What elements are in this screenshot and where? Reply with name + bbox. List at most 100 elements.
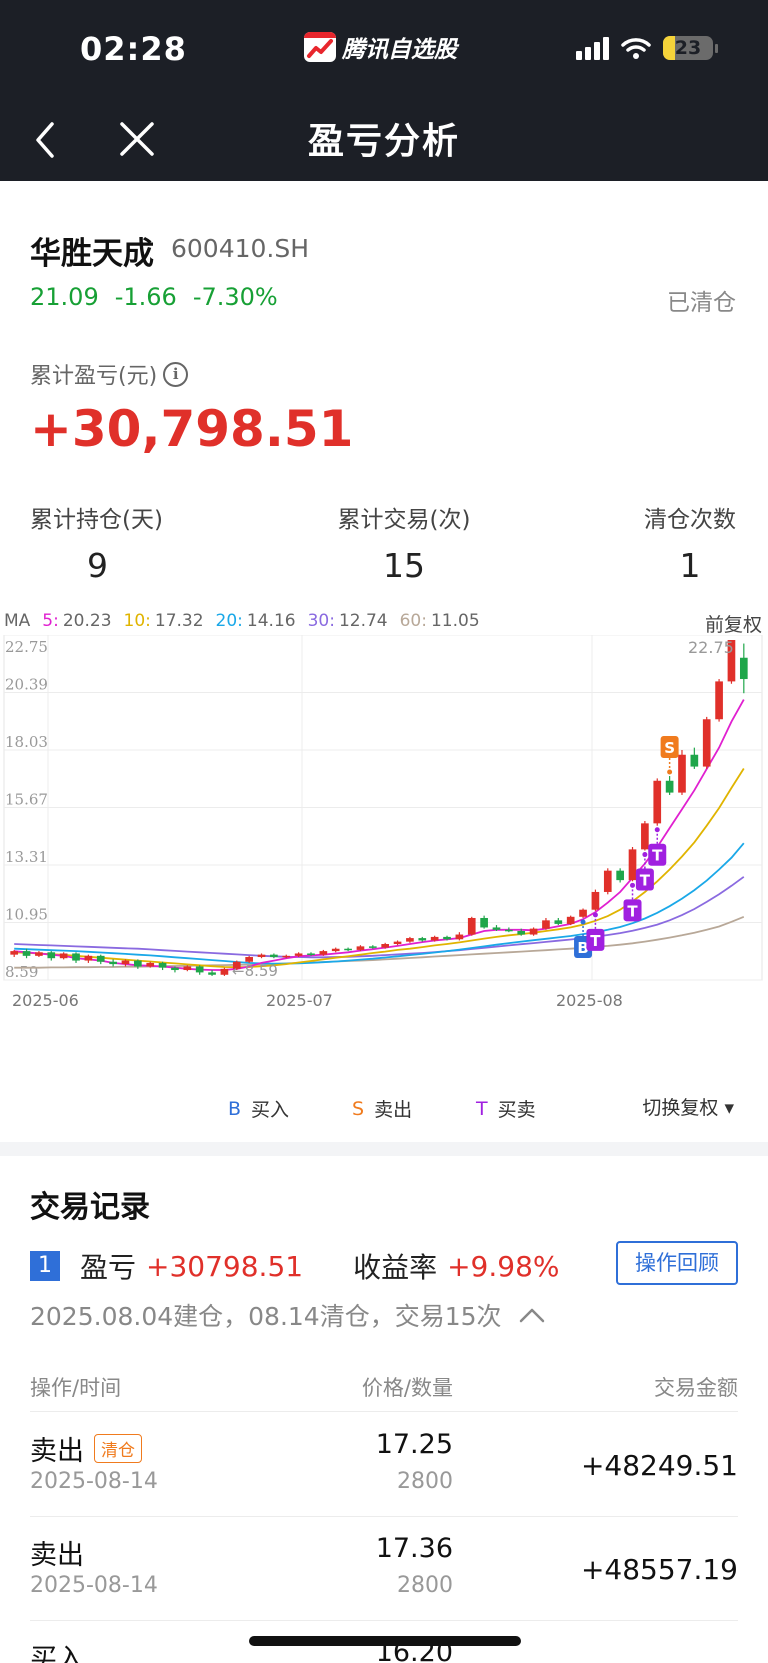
trade-date: 2025-08-14 bbox=[30, 1469, 158, 1494]
ma-value: 14.16 bbox=[246, 611, 296, 631]
ma-key: 30: bbox=[307, 611, 335, 631]
stat-label: 清仓次数 bbox=[644, 507, 736, 533]
ma20-line bbox=[14, 842, 745, 965]
candle-body bbox=[690, 754, 699, 767]
trade-qty: 2800 bbox=[397, 1573, 453, 1598]
trade-op-label: 买入 bbox=[30, 1644, 84, 1663]
home-indicator bbox=[249, 1636, 521, 1646]
round-detail[interactable]: 2025.08.04建仓，08.14清仓，交易15次 bbox=[30, 1297, 546, 1333]
candle-body bbox=[430, 936, 439, 941]
legend-buy: B 买入 bbox=[228, 1095, 289, 1122]
candle-body bbox=[603, 870, 612, 892]
stock-quote: 21.09 -1.66 -7.30% bbox=[30, 283, 278, 311]
round-yield-label: 收益率 bbox=[353, 1251, 438, 1284]
trade-date: 2025-08-14 bbox=[30, 1573, 158, 1598]
close-icon[interactable] bbox=[118, 120, 156, 158]
marker-label-b: B bbox=[577, 939, 588, 957]
stock-change: -1.66 bbox=[114, 283, 177, 311]
table-row[interactable]: 卖出 2025-08-14 17.36 2800 +48557.19 bbox=[30, 1517, 738, 1621]
y-tick-label: 10.95 bbox=[5, 906, 48, 924]
table-row[interactable]: 卖出 清仓 2025-08-14 17.25 2800 +48249.51 bbox=[30, 1413, 738, 1517]
trade-op: 卖出 bbox=[30, 1533, 84, 1572]
trade-price: 17.25 bbox=[375, 1429, 453, 1460]
ma-30: 30: 12.74 bbox=[308, 611, 388, 631]
chevron-up-icon[interactable] bbox=[518, 1306, 546, 1324]
review-operations-button[interactable]: 操作回顾 bbox=[616, 1241, 738, 1285]
ma-prefix: MA bbox=[4, 611, 31, 631]
stat-clear-count: 清仓次数 1 bbox=[640, 500, 740, 585]
candle-body bbox=[542, 920, 550, 929]
marker-label-t: T bbox=[640, 872, 651, 890]
section-divider bbox=[0, 1142, 768, 1156]
kline-chart[interactable]: 22.75 20.39 18.03 15.67 13.31 10.95 8.59 2025-0… bbox=[0, 635, 768, 1065]
wifi-icon bbox=[621, 38, 651, 59]
marker-label-t: T bbox=[652, 847, 663, 865]
pnl-label-text: 累计盈亏(元) bbox=[30, 364, 158, 389]
cellular-signal-icon bbox=[576, 36, 609, 60]
candle-body bbox=[381, 944, 390, 948]
position-status: 已清仓 bbox=[667, 290, 736, 316]
battery-icon: 23 bbox=[663, 36, 713, 60]
stat-label: 累计交易(次) bbox=[337, 507, 471, 533]
ma-value: 17.32 bbox=[154, 611, 204, 631]
ma10-line bbox=[14, 768, 745, 969]
min-price-label: ←8.59 bbox=[232, 962, 278, 980]
candle-body bbox=[467, 917, 476, 935]
adjust-mode-label[interactable]: 前复权 bbox=[704, 614, 762, 636]
candle-body bbox=[344, 948, 352, 951]
trade-op: 卖出 清仓 bbox=[30, 1429, 142, 1468]
ma-value: 11.05 bbox=[430, 611, 480, 631]
app-logo-icon bbox=[304, 32, 336, 62]
legend-mark: B bbox=[228, 1097, 242, 1120]
candle-body bbox=[443, 936, 451, 940]
status-time: 02:28 bbox=[80, 30, 187, 68]
candle-body bbox=[702, 719, 711, 767]
trade-op-label: 卖出 bbox=[30, 1436, 84, 1467]
round-pnl-label: 盈亏 bbox=[80, 1251, 137, 1284]
candle-body bbox=[653, 780, 662, 824]
y-tick-label: 18.03 bbox=[5, 733, 48, 751]
ma-key: 5: bbox=[42, 611, 59, 631]
y-tick-label: 15.67 bbox=[5, 791, 48, 809]
round-pnl-value: +30798.51 bbox=[146, 1249, 304, 1283]
trade-amount: +48249.51 bbox=[580, 1449, 738, 1482]
candle-body bbox=[554, 920, 563, 924]
candle-body bbox=[455, 934, 464, 940]
candle-body bbox=[319, 951, 328, 955]
candle-body bbox=[739, 657, 748, 680]
y-tick-label: 22.75 bbox=[5, 638, 48, 656]
trade-op-label: 卖出 bbox=[30, 1540, 84, 1571]
marker-label-t: T bbox=[627, 902, 638, 920]
candle-body bbox=[480, 917, 488, 928]
trade-qty: 2800 bbox=[397, 1469, 453, 1494]
ma-5: 5: 20.23 bbox=[42, 611, 111, 631]
legend-mark: T bbox=[476, 1097, 488, 1120]
stat-value: 1 bbox=[679, 546, 701, 585]
candle-body bbox=[368, 946, 377, 948]
stat-value: 15 bbox=[383, 546, 425, 585]
caret-down-icon: ▾ bbox=[724, 1097, 734, 1119]
round-detail-text: 2025.08.04建仓，08.14清仓，交易15次 bbox=[30, 1302, 502, 1331]
x-tick-label: 2025-07 bbox=[266, 991, 333, 1010]
candle-body bbox=[195, 966, 204, 973]
back-icon[interactable] bbox=[30, 118, 60, 162]
ma30-line bbox=[14, 876, 745, 959]
ma-20: 20: 14.16 bbox=[216, 611, 296, 631]
marker-dot bbox=[642, 852, 648, 858]
candle-body bbox=[59, 953, 68, 959]
candle-body bbox=[566, 916, 575, 924]
switch-adjust-button[interactable]: 切换复权 ▾ bbox=[642, 1093, 734, 1120]
pnl-label: 累计盈亏(元) i bbox=[30, 358, 189, 390]
candle-body bbox=[393, 941, 402, 945]
ma-indicators: MA 5: 20.23 10: 17.32 20: 14.16 30: 12.74 60… bbox=[4, 611, 480, 631]
top-bar: 02:28 腾讯自选股 23 盈亏分析 bbox=[0, 0, 768, 181]
candle-body bbox=[616, 870, 624, 881]
battery-level: 23 bbox=[674, 37, 702, 59]
candle-body bbox=[294, 953, 303, 956]
candle-body bbox=[282, 955, 291, 958]
candle-body bbox=[727, 640, 736, 682]
header-price-qty: 价格/数量 bbox=[361, 1376, 453, 1400]
candle-body bbox=[232, 961, 241, 969]
info-icon[interactable]: i bbox=[163, 361, 189, 387]
trade-op: 买入 bbox=[30, 1637, 84, 1663]
